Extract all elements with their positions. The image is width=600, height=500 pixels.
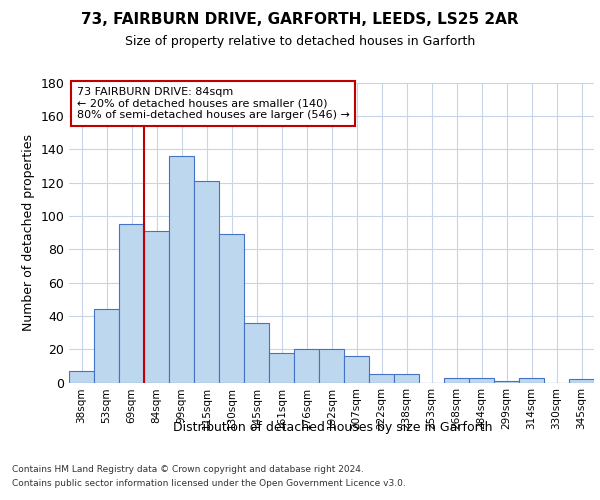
Bar	[469, 378, 494, 382]
Text: Distribution of detached houses by size in Garforth: Distribution of detached houses by size …	[173, 421, 493, 434]
Text: Contains public sector information licensed under the Open Government Licence v3: Contains public sector information licen…	[12, 479, 406, 488]
Bar	[519, 378, 544, 382]
Bar	[319, 349, 344, 382]
Bar	[144, 231, 169, 382]
Bar	[269, 352, 294, 382]
Bar	[344, 356, 369, 382]
Text: 73, FAIRBURN DRIVE, GARFORTH, LEEDS, LS25 2AR: 73, FAIRBURN DRIVE, GARFORTH, LEEDS, LS2…	[81, 12, 519, 28]
Bar	[244, 322, 269, 382]
Bar	[294, 349, 319, 382]
Bar	[394, 374, 419, 382]
Bar	[94, 309, 119, 382]
Bar	[194, 181, 219, 382]
Bar	[169, 156, 194, 382]
Text: Contains HM Land Registry data © Crown copyright and database right 2024.: Contains HM Land Registry data © Crown c…	[12, 466, 364, 474]
Bar	[119, 224, 144, 382]
Bar	[219, 234, 244, 382]
Bar	[569, 379, 594, 382]
Bar	[444, 378, 469, 382]
Bar	[69, 371, 94, 382]
Y-axis label: Number of detached properties: Number of detached properties	[22, 134, 35, 331]
Bar	[369, 374, 394, 382]
Text: Size of property relative to detached houses in Garforth: Size of property relative to detached ho…	[125, 35, 475, 48]
Bar	[494, 381, 519, 382]
Text: 73 FAIRBURN DRIVE: 84sqm
← 20% of detached houses are smaller (140)
80% of semi-: 73 FAIRBURN DRIVE: 84sqm ← 20% of detach…	[77, 87, 350, 120]
